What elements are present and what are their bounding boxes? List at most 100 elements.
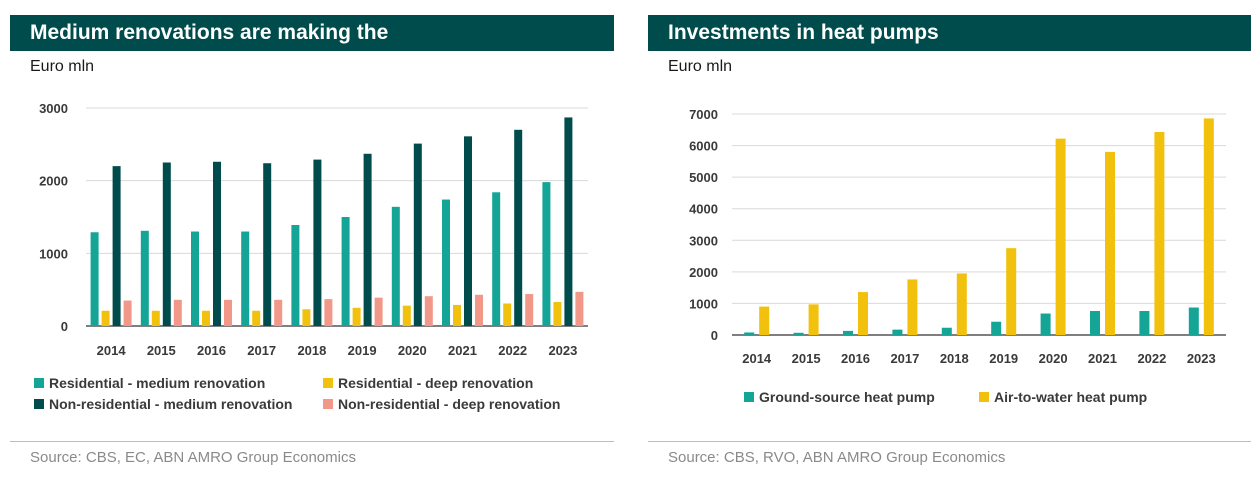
x-tick-label: 2021 [448, 343, 477, 358]
heat-pump-bar-chart: 0 1000 2000 3000 4000 5000 6000 7000 2014 2015 201… [689, 107, 1226, 405]
bar [173, 299, 182, 326]
bar [1006, 248, 1017, 335]
legend-swatch [744, 392, 754, 402]
bar [402, 305, 411, 326]
bar [793, 332, 804, 335]
bar [991, 321, 1002, 335]
bar [213, 161, 221, 326]
bar [413, 143, 422, 326]
bar [514, 129, 523, 326]
chart-title-bar: Investments in heat pumps [648, 15, 1251, 51]
chart-panel-heat-pumps: Investments in heat pumps Euro mln 0 1000… [648, 0, 1251, 478]
bar [1105, 151, 1115, 335]
y-axis-unit-label: Euro mln [30, 58, 95, 75]
bar [313, 159, 322, 326]
x-tick-label: 2015 [792, 351, 821, 366]
x-tick-label: 2016 [197, 343, 226, 358]
y-tick-label: 2000 [689, 265, 718, 280]
y-tick-label: 7000 [689, 107, 718, 122]
x-tick-label: 2021 [1088, 351, 1117, 366]
bar [564, 117, 573, 327]
bar [341, 217, 350, 326]
bar [241, 231, 250, 326]
source-note: Source: CBS, EC, ABN AMRO Group Economic… [30, 449, 356, 466]
chart-panel-renovations: Medium renovations are making the Euro m… [10, 0, 614, 478]
x-tick-label: 2018 [940, 351, 969, 366]
bar [224, 299, 232, 326]
legend-swatch [34, 378, 44, 388]
x-tick-label: 2019 [989, 351, 1018, 366]
bar [123, 300, 132, 326]
legend-swatch [979, 392, 989, 402]
y-tick-label: 1000 [689, 296, 718, 311]
bar [140, 230, 149, 326]
bar [941, 327, 952, 335]
x-tick-label: 2020 [1039, 351, 1068, 366]
y-tick-label: 4000 [689, 202, 718, 217]
bar [101, 310, 110, 326]
renovation-bar-chart: 0 1000 2000 3000 2014 2015 2016 2017 2018 2019 202… [34, 101, 588, 412]
legend-entry: Air-to-water heat pump [994, 389, 1147, 405]
source-note: Source: CBS, RVO, ABN AMRO Group Economi… [668, 449, 1006, 466]
bar [907, 279, 918, 335]
bar [202, 310, 210, 326]
legend-swatch [323, 399, 333, 409]
y-tick-label: 6000 [689, 139, 718, 154]
bar [956, 273, 967, 335]
x-tick-label: 2022 [1137, 351, 1166, 366]
legend-swatch [34, 399, 44, 409]
bar [492, 192, 501, 326]
bar [1090, 311, 1100, 335]
chart-title: Investments in heat pumps [668, 21, 939, 44]
bar [744, 332, 755, 335]
legend-entry: Residential - medium renovation [49, 375, 265, 391]
chart-title: Medium renovations are making the [30, 21, 389, 44]
bar [759, 306, 770, 335]
x-tick-label: 2014 [742, 351, 772, 366]
bar [1154, 131, 1165, 335]
y-tick-label: 0 [61, 319, 68, 334]
bar [1139, 311, 1150, 335]
legend-entry: Ground-source heat pump [759, 389, 935, 405]
bar [112, 166, 121, 326]
x-tick-label: 2022 [498, 343, 527, 358]
bar [464, 136, 472, 326]
footer-divider [648, 441, 1251, 442]
bar [892, 329, 903, 335]
bar [252, 310, 261, 326]
bar [263, 163, 272, 326]
bar [90, 232, 99, 326]
bar [542, 182, 551, 326]
bar [442, 199, 450, 326]
bar [525, 294, 534, 326]
legend-entry: Non-residential - medium renovation [49, 396, 292, 412]
bar [1188, 307, 1199, 335]
chart-title-bar: Medium renovations are making the [10, 15, 614, 51]
x-tick-label: 2014 [97, 343, 127, 358]
bar [391, 206, 400, 326]
bar [503, 303, 512, 326]
x-tick-label: 2017 [890, 351, 919, 366]
y-tick-label: 0 [711, 328, 718, 343]
bar [843, 330, 853, 335]
x-tick-label: 2023 [1187, 351, 1216, 366]
bar [151, 310, 160, 326]
bar [291, 224, 300, 326]
y-axis-unit-label: Euro mln [668, 58, 733, 75]
y-tick-label: 1000 [39, 246, 68, 261]
legend-swatch [323, 378, 333, 388]
legend-entry: Non-residential - deep renovation [338, 396, 560, 412]
bar [575, 291, 584, 326]
x-tick-label: 2017 [247, 343, 276, 358]
x-tick-label: 2019 [348, 343, 377, 358]
legend-entry: Residential - deep renovation [338, 375, 533, 391]
x-tick-label: 2020 [398, 343, 427, 358]
y-tick-label: 3000 [689, 233, 718, 248]
bar [302, 309, 311, 326]
footer-divider [10, 441, 614, 442]
bar [453, 304, 461, 326]
bar [808, 304, 819, 335]
bar [374, 297, 383, 326]
bar [363, 153, 372, 326]
bar [475, 294, 483, 326]
